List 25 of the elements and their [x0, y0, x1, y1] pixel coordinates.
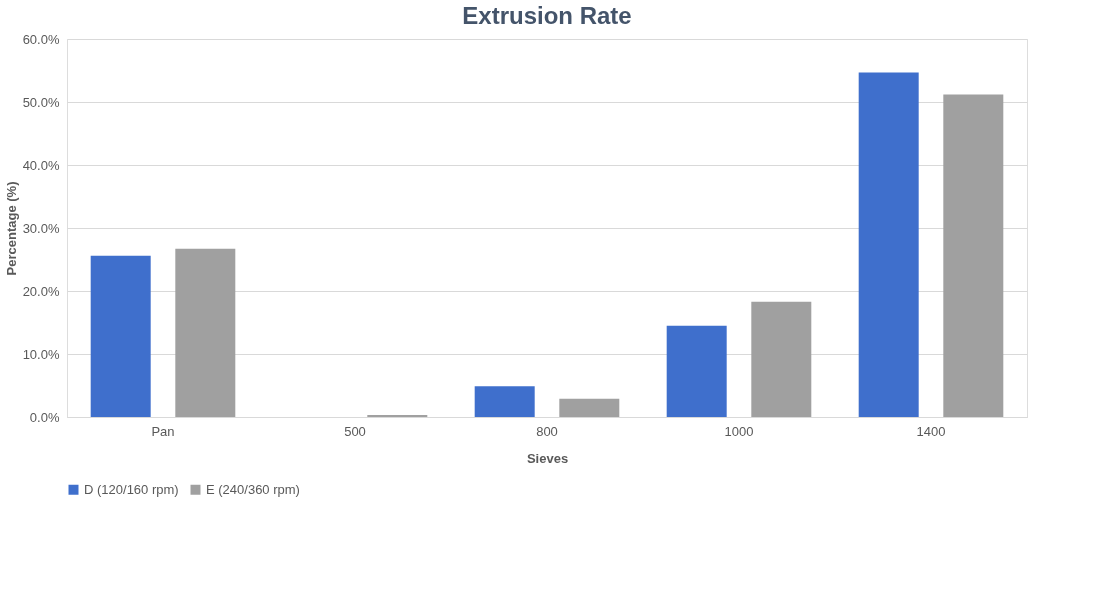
bar	[559, 398, 620, 417]
y-tick-label: 60.0%	[22, 31, 60, 47]
y-tick-label: 10.0%	[22, 346, 60, 362]
y-tick-label: 20.0%	[22, 283, 60, 299]
bar	[90, 255, 151, 417]
chart-title: Extrusion Rate	[462, 2, 632, 29]
y-tick-label: 40.0%	[22, 157, 60, 173]
legend-label: D (120/160 rpm)	[84, 481, 179, 497]
y-axis-title: Percentage (%)	[3, 181, 19, 276]
legend-label: E (240/360 rpm)	[206, 481, 300, 497]
x-tick-label: 1400	[916, 423, 946, 439]
x-tick-label: Pan	[151, 423, 175, 439]
x-tick-label: 500	[344, 423, 366, 439]
bar	[474, 386, 535, 417]
bar	[666, 325, 727, 417]
x-tick-label: 800	[536, 423, 558, 439]
bar	[751, 301, 812, 417]
bar	[858, 72, 919, 417]
x-axis-title: Sieves	[526, 450, 569, 466]
y-tick-label: 0.0%	[29, 409, 60, 425]
y-tick-label: 50.0%	[22, 94, 60, 110]
bar	[175, 248, 236, 417]
y-tick-label: 30.0%	[22, 220, 60, 236]
bar	[943, 94, 1004, 417]
x-tick-label: 1000	[724, 423, 754, 439]
